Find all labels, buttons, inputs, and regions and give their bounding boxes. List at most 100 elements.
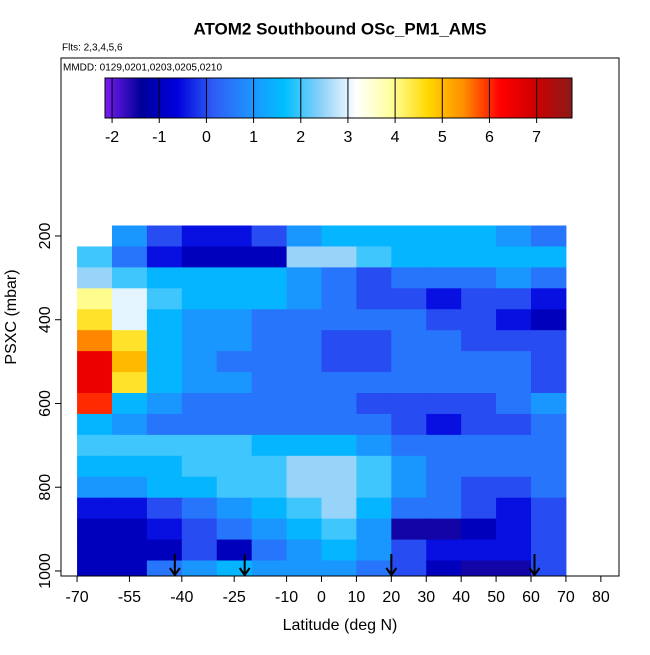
- x-tick-label: 60: [522, 589, 540, 606]
- curtain-cell: [251, 518, 288, 541]
- curtain-cell: [286, 455, 322, 478]
- colorbar-tick-label: -2: [105, 129, 119, 146]
- curtain-cell: [216, 351, 253, 373]
- curtain-cell: [77, 413, 113, 436]
- curtain-cell: [111, 330, 148, 352]
- curtain-cell: [391, 225, 427, 247]
- curtain-cell: [146, 434, 183, 457]
- curtain-cell: [356, 434, 392, 457]
- curtain-cell: [181, 539, 218, 562]
- curtain-cell: [251, 330, 288, 352]
- curtain-cell: [321, 267, 357, 289]
- curtain-cell: [181, 518, 218, 541]
- curtain-cell: [286, 497, 322, 520]
- curtain-cell: [286, 539, 322, 562]
- curtain-cell: [321, 288, 357, 310]
- curtain-cell: [146, 372, 183, 394]
- curtain-cell: [531, 267, 567, 289]
- curtain-cell: [496, 225, 532, 247]
- curtain-cell: [181, 560, 218, 577]
- curtain-cell: [356, 497, 392, 520]
- colorbar-tick-label: -1: [152, 129, 166, 146]
- curtain-cell: [111, 309, 148, 331]
- curtain-cell: [426, 372, 462, 394]
- curtain-cell: [391, 518, 427, 541]
- curtain-cell: [321, 455, 357, 478]
- curtain-cell: [426, 309, 462, 331]
- flights: Flts: 2,3,4,5,6: [62, 43, 123, 54]
- curtain-cell: [391, 497, 427, 520]
- curtain-cell: [496, 455, 532, 478]
- curtain-cell: [391, 288, 427, 310]
- curtain-cell: [251, 309, 288, 331]
- curtain-cell: [216, 330, 253, 352]
- curtain-cell: [356, 288, 392, 310]
- curtain-cell: [391, 309, 427, 331]
- arrow: [169, 554, 181, 577]
- arrow: [385, 554, 398, 577]
- curtain-cell: [111, 267, 148, 289]
- curtain-cell: [356, 518, 392, 541]
- curtain-cell: [216, 560, 253, 577]
- curtain-cell: [496, 246, 532, 268]
- curtain-cell: [461, 330, 497, 352]
- x-tick-label: 50: [487, 589, 505, 606]
- curtain-cell: [356, 351, 392, 373]
- curtain-cell: [216, 393, 253, 415]
- curtain-cell: [426, 497, 462, 520]
- curtain-cell: [321, 309, 357, 331]
- curtain-cell: [181, 372, 218, 394]
- curtain-cell: [77, 267, 113, 289]
- x-tick-label: 20: [382, 589, 400, 606]
- curtain-cell: [216, 413, 253, 436]
- curtain-cell: [251, 560, 288, 577]
- colorbar-tick-label: 1: [249, 129, 258, 146]
- curtain-cell: [216, 539, 253, 562]
- curtain-cell: [321, 393, 357, 415]
- curtain-cell: [356, 560, 392, 577]
- curtain-cell: [146, 246, 183, 268]
- x-tick-label: 30: [417, 589, 435, 606]
- curtain-cell: [461, 225, 497, 247]
- y-tick-label: 600: [37, 390, 54, 417]
- curtain-cell: [321, 246, 357, 268]
- x-tick-label: -10: [275, 589, 298, 606]
- curtain-cell: [496, 413, 532, 436]
- curtain-cell: [286, 560, 322, 577]
- curtain-cell: [146, 225, 183, 247]
- curtain-cell: [251, 288, 288, 310]
- curtain-cell: [426, 351, 462, 373]
- curtain-cell: [216, 518, 253, 541]
- x-tick-label: 40: [452, 589, 470, 606]
- curtain-cell: [216, 476, 253, 499]
- curtain-cell: [531, 288, 567, 310]
- curtain-cell: [181, 476, 218, 499]
- curtain-cell: [356, 330, 392, 352]
- curtain-cell: [111, 497, 148, 520]
- curtain-cell: [286, 372, 322, 394]
- curtain-cell: [496, 539, 532, 562]
- curtain-cell: [77, 288, 113, 310]
- curtain-cell: [426, 434, 462, 457]
- curtain-cell: [77, 351, 113, 373]
- curtain-cell: [111, 539, 148, 562]
- curtain-cell: [111, 518, 148, 541]
- curtain-cell: [391, 476, 427, 499]
- curtain-cell: [356, 267, 392, 289]
- curtain-cell: [461, 267, 497, 289]
- curtain-cell: [461, 497, 497, 520]
- curtain-cell: [426, 476, 462, 499]
- x-axis-label: Latitude (deg N): [283, 617, 398, 634]
- curtain-cell: [461, 413, 497, 436]
- curtain-cell: [146, 455, 183, 478]
- curtain-cell: [146, 539, 183, 562]
- curtain-cell: [321, 225, 357, 247]
- curtain-cell: [146, 497, 183, 520]
- curtain-cell: [146, 330, 183, 352]
- curtain-cell: [531, 434, 567, 457]
- curtain-cell: [216, 309, 253, 331]
- curtain-cell: [181, 497, 218, 520]
- x-tick-label: 0: [317, 589, 326, 606]
- curtain-cell: [146, 393, 183, 415]
